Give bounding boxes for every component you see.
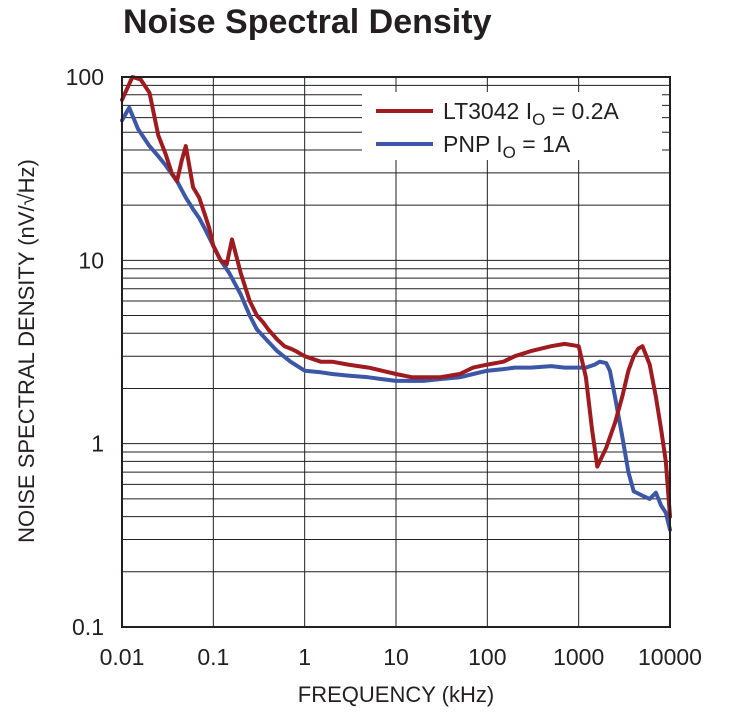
- x-tick-label: 1: [298, 644, 311, 670]
- x-tick-label: 1000: [553, 644, 604, 670]
- x-tick-label: 10: [383, 644, 409, 670]
- legend-label: LT3042 IO = 0.2A: [443, 98, 620, 129]
- x-axis-label: FREQUENCY (kHz): [298, 682, 494, 707]
- x-tick-label: 10000: [638, 644, 702, 670]
- y-tick-label: 0.1: [72, 614, 104, 640]
- y-tick-label: 100: [66, 64, 104, 90]
- x-tick-label: 0.01: [100, 644, 145, 670]
- y-tick-label: 1: [91, 431, 104, 457]
- x-tick-labels: 0.01 0.1 1 10 100 1000 10000: [100, 644, 702, 670]
- legend-label: PNP IO = 1A: [443, 131, 571, 162]
- y-tick-labels: 0.1 1 10 100: [66, 64, 104, 640]
- x-tick-label: 0.1: [197, 644, 229, 670]
- series-line-pnp: [120, 105, 672, 532]
- series-lines: [120, 75, 672, 532]
- legend-background: [362, 92, 662, 160]
- series-line-lt3042: [120, 75, 672, 519]
- x-tick-label: 100: [468, 644, 506, 670]
- y-tick-label: 10: [78, 247, 104, 273]
- chart-title: Noise Spectral Density: [123, 3, 492, 41]
- y-axis-label: NOISE SPECTRAL DENSITY (nV/√Hz): [14, 159, 39, 543]
- plot-frame: [121, 76, 671, 628]
